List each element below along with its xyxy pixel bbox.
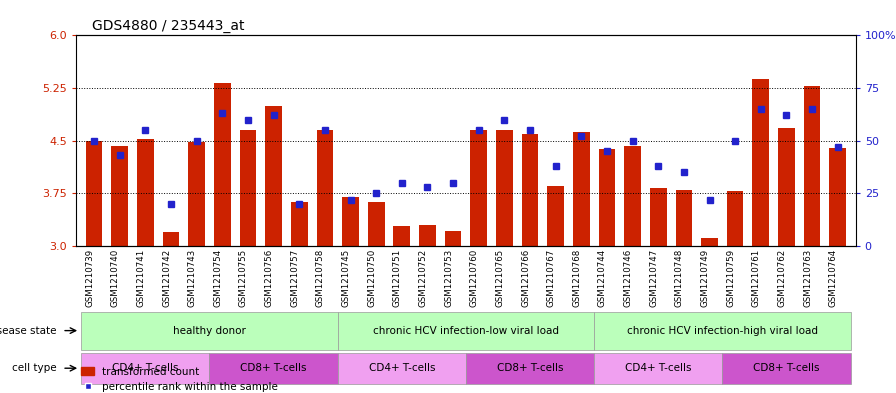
Bar	[521, 134, 538, 246]
Bar	[239, 130, 256, 246]
Bar	[702, 237, 718, 246]
Text: GSM1210744: GSM1210744	[598, 249, 607, 307]
Bar	[444, 231, 461, 246]
Bar	[342, 197, 359, 246]
Text: chronic HCV infection-high viral load: chronic HCV infection-high viral load	[627, 326, 818, 336]
Bar	[470, 130, 487, 246]
Text: GSM1210742: GSM1210742	[162, 249, 171, 307]
Bar	[778, 128, 795, 246]
FancyBboxPatch shape	[210, 353, 338, 384]
Text: GSM1210759: GSM1210759	[726, 249, 735, 307]
Bar	[111, 146, 128, 246]
Text: GSM1210755: GSM1210755	[239, 249, 248, 307]
Bar	[830, 148, 846, 246]
Bar	[804, 86, 821, 246]
Bar	[137, 139, 154, 246]
FancyBboxPatch shape	[338, 353, 466, 384]
Bar	[368, 202, 384, 246]
FancyBboxPatch shape	[338, 312, 594, 350]
Text: GSM1210765: GSM1210765	[495, 249, 504, 307]
FancyBboxPatch shape	[594, 353, 722, 384]
Text: chronic HCV infection-low viral load: chronic HCV infection-low viral load	[373, 326, 559, 336]
Text: GSM1210750: GSM1210750	[367, 249, 376, 307]
Text: GSM1210741: GSM1210741	[136, 249, 145, 307]
Bar	[676, 190, 693, 246]
Text: GSM1210745: GSM1210745	[341, 249, 350, 307]
Text: GSM1210758: GSM1210758	[316, 249, 325, 307]
Bar	[419, 225, 435, 246]
Bar	[316, 130, 333, 246]
Text: CD8+ T-cells: CD8+ T-cells	[240, 363, 306, 373]
Text: GSM1210764: GSM1210764	[829, 249, 838, 307]
Bar	[188, 142, 205, 246]
Text: disease state: disease state	[0, 326, 56, 336]
Text: GSM1210760: GSM1210760	[470, 249, 478, 307]
Text: GSM1210762: GSM1210762	[778, 249, 787, 307]
Text: CD8+ T-cells: CD8+ T-cells	[496, 363, 564, 373]
Text: GSM1210754: GSM1210754	[213, 249, 222, 307]
Bar	[650, 188, 667, 246]
FancyBboxPatch shape	[594, 312, 850, 350]
FancyBboxPatch shape	[82, 312, 338, 350]
Text: GSM1210752: GSM1210752	[418, 249, 427, 307]
Text: CD8+ T-cells: CD8+ T-cells	[754, 363, 820, 373]
Text: CD4+ T-cells: CD4+ T-cells	[368, 363, 435, 373]
Text: GSM1210763: GSM1210763	[803, 249, 812, 307]
Text: cell type: cell type	[12, 363, 56, 373]
Bar	[86, 141, 102, 246]
Text: GSM1210747: GSM1210747	[650, 249, 659, 307]
Text: CD4+ T-cells: CD4+ T-cells	[112, 363, 178, 373]
Text: CD4+ T-cells: CD4+ T-cells	[625, 363, 692, 373]
Bar	[291, 202, 307, 246]
Text: GSM1210751: GSM1210751	[392, 249, 401, 307]
Legend: transformed count, percentile rank within the sample: transformed count, percentile rank withi…	[82, 367, 278, 392]
Text: GSM1210768: GSM1210768	[573, 249, 582, 307]
Bar	[599, 149, 616, 246]
Bar	[625, 145, 641, 246]
FancyBboxPatch shape	[722, 353, 850, 384]
Text: GSM1210753: GSM1210753	[444, 249, 453, 307]
Bar	[163, 232, 179, 246]
Text: GSM1210746: GSM1210746	[624, 249, 633, 307]
Text: GSM1210767: GSM1210767	[547, 249, 556, 307]
Text: GSM1210757: GSM1210757	[290, 249, 299, 307]
Text: GDS4880 / 235443_at: GDS4880 / 235443_at	[91, 19, 245, 33]
Text: GSM1210766: GSM1210766	[521, 249, 530, 307]
Bar	[727, 191, 744, 246]
FancyBboxPatch shape	[82, 353, 210, 384]
Bar	[496, 130, 513, 246]
Text: GSM1210761: GSM1210761	[752, 249, 761, 307]
Text: healthy donor: healthy donor	[173, 326, 246, 336]
Bar	[214, 83, 230, 246]
Bar	[753, 79, 769, 246]
Bar	[393, 226, 410, 246]
FancyBboxPatch shape	[466, 353, 594, 384]
Bar	[547, 186, 564, 246]
Bar	[265, 106, 282, 246]
Text: GSM1210749: GSM1210749	[701, 249, 710, 307]
Text: GSM1210740: GSM1210740	[111, 249, 120, 307]
Bar	[573, 132, 590, 246]
Text: GSM1210748: GSM1210748	[675, 249, 684, 307]
Text: GSM1210756: GSM1210756	[264, 249, 273, 307]
Text: GSM1210743: GSM1210743	[187, 249, 197, 307]
Text: GSM1210739: GSM1210739	[85, 249, 94, 307]
